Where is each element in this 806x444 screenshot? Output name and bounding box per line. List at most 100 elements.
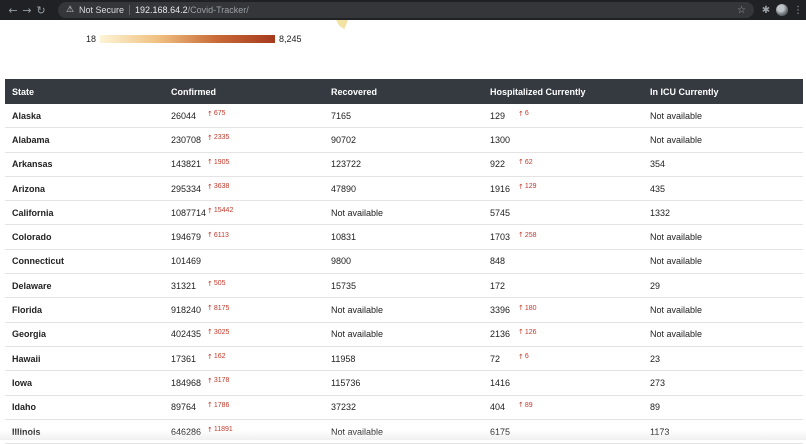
hospitalized-delta: ↑ 129 xyxy=(518,183,537,191)
confirmed-cell: 230708 ↑ 2335 xyxy=(171,134,229,145)
table-row: California 1087714 ↑ 15442 Not available 5745… xyxy=(5,201,803,226)
hospitalized-delta: ↑ 258 xyxy=(518,231,537,239)
confirmed-delta-value: 6113 xyxy=(213,231,229,239)
warning-icon[interactable]: ⚠ xyxy=(65,5,75,15)
hospitalized-cell: 1416 xyxy=(490,378,518,388)
confirmed-delta-value: 2335 xyxy=(213,134,230,142)
hospitalized-delta: ↑ 62 xyxy=(518,158,533,166)
confirmed-delta-value: 505 xyxy=(213,280,226,288)
confirmed-value: 31321 xyxy=(171,280,197,291)
hospitalized-cell: 848 xyxy=(490,256,518,266)
legend-min-label: 18 xyxy=(86,34,97,44)
arrow-up-icon: ↑ xyxy=(518,401,524,410)
arrow-up-icon: ↑ xyxy=(207,182,213,191)
icu-value: 23 xyxy=(650,353,661,364)
map-state-shape[interactable] xyxy=(336,20,348,29)
table-row: Connecticut 101469 9800 848 Not available xyxy=(5,250,803,275)
hospitalized-delta: ↑ 180 xyxy=(518,304,537,312)
recovered-value: Not available xyxy=(331,207,384,218)
state-name: Arizona xyxy=(12,183,46,194)
icu-value: 1332 xyxy=(650,207,671,218)
confirmed-cell: 31321 ↑ 505 xyxy=(171,279,226,291)
table-row: Idaho 89764 ↑ 1786 37232 404 ↑ 89 89 xyxy=(5,396,803,420)
profile-avatar[interactable] xyxy=(776,4,788,16)
arrow-up-icon: ↑ xyxy=(207,158,213,167)
confirmed-delta: ↑ 15442 xyxy=(207,207,233,215)
arrow-up-icon: ↑ xyxy=(207,279,213,288)
hospitalized-delta-value: 6 xyxy=(524,353,529,361)
confirmed-delta-value: 3025 xyxy=(213,328,230,336)
hospitalized-value: 72 xyxy=(490,353,501,364)
confirmed-value: 230708 xyxy=(171,134,202,145)
hospitalized-delta: ↑ 126 xyxy=(518,328,537,336)
arrow-up-icon: ↑ xyxy=(518,231,524,240)
confirmed-cell: 89764 ↑ 1786 xyxy=(171,401,229,412)
state-name: Idaho xyxy=(12,402,36,413)
confirmed-delta: ↑ 3638 xyxy=(207,183,229,191)
hospitalized-delta: ↑ 6 xyxy=(518,110,529,118)
recovered-value: 7165 xyxy=(331,110,352,121)
confirmed-cell: 194679 ↑ 6113 xyxy=(171,231,229,242)
confirmed-value: 26044 xyxy=(171,110,197,121)
hospitalized-value: 1703 xyxy=(490,232,511,243)
confirmed-delta-value: 8175 xyxy=(213,304,230,312)
hospitalized-value: 1300 xyxy=(490,134,511,145)
extensions-icon[interactable]: ✱ xyxy=(761,4,771,16)
table-body: Alaska 26044 ↑ 675 7165 129 ↑ 6 Not available Ala… xyxy=(5,104,803,444)
arrow-up-icon: ↑ xyxy=(207,328,213,337)
hospitalized-value: 404 xyxy=(490,402,506,413)
confirmed-delta-value: 3638 xyxy=(213,183,230,191)
arrow-up-icon: ↑ xyxy=(518,304,524,313)
arrow-up-icon: ↑ xyxy=(207,206,213,215)
hospitalized-delta: ↑ 89 xyxy=(518,401,533,409)
arrow-up-icon: ↑ xyxy=(518,352,524,361)
hospitalized-delta-value: 62 xyxy=(524,158,533,166)
state-name: Florida xyxy=(12,305,43,316)
address-bar[interactable]: ⚠ Not Secure 192.168.64.2/Covid-Tracker/… xyxy=(58,2,754,18)
confirmed-cell: 918240 ↑ 8175 xyxy=(171,304,230,315)
arrow-up-icon: ↑ xyxy=(518,182,524,191)
confirmed-value: 17361 xyxy=(171,353,197,364)
bookmark-star-icon[interactable]: ☆ xyxy=(737,4,746,16)
confirmed-delta-value: 15442 xyxy=(213,207,234,215)
reload-icon[interactable]: ↻ xyxy=(36,3,46,17)
icu-value: Not available xyxy=(650,110,703,121)
menu-icon[interactable]: ⋮ xyxy=(793,4,803,16)
url-path[interactable]: /Covid-Tracker/ xyxy=(187,5,249,15)
confirmed-cell: 143821 ↑ 1905 xyxy=(171,158,229,170)
url-host[interactable]: 192.168.64.2 xyxy=(135,5,188,15)
confirmed-value: 143821 xyxy=(171,159,202,170)
covid-state-table: State Confirmed Recovered Hospitalized C… xyxy=(5,79,803,444)
table-row: Georgia 402435 ↑ 3025 Not available 2136 ↑ 126 N… xyxy=(5,323,803,347)
hospitalized-delta-value: 180 xyxy=(524,304,537,312)
hospitalized-delta-value: 6 xyxy=(524,110,529,118)
back-icon[interactable]: ← xyxy=(8,3,18,17)
hospitalized-delta-value: 126 xyxy=(524,328,537,336)
confirmed-delta-value: 11891 xyxy=(214,426,233,433)
arrow-up-icon: ↑ xyxy=(518,109,524,118)
confirmed-delta: ↑ 2335 xyxy=(207,134,229,142)
forward-icon[interactable]: → xyxy=(22,3,32,17)
confirmed-cell: 184968 ↑ 3178 xyxy=(171,377,229,388)
hospitalized-cell: 2136 ↑ 126 xyxy=(490,328,537,340)
hospitalized-value: 2136 xyxy=(490,329,511,340)
table-header: State Confirmed Recovered Hospitalized C… xyxy=(5,79,803,104)
recovered-value: 90702 xyxy=(331,134,357,145)
confirmed-delta: ↑ 1905 xyxy=(207,158,229,166)
security-label[interactable]: Not Secure xyxy=(79,5,125,15)
hospitalized-value: 172 xyxy=(490,280,506,291)
icu-value: 354 xyxy=(650,159,666,170)
table-row: Hawaii 17361 ↑ 162 11958 72 ↑ 6 23 xyxy=(5,347,803,372)
table-row: Arizona 295334 ↑ 3638 47890 1916 ↑ 129 435 xyxy=(5,177,803,202)
table-row: Florida 918240 ↑ 8175 Not available 3396 ↑ 180 N… xyxy=(5,298,803,323)
arrow-up-icon: ↑ xyxy=(207,133,213,142)
arrow-up-icon: ↑ xyxy=(207,109,213,118)
icu-value: 89 xyxy=(650,402,661,413)
legend-max-label: 8,245 xyxy=(279,34,302,44)
icu-value: 273 xyxy=(650,377,666,388)
state-name: Connecticut xyxy=(12,256,65,267)
hospitalized-cell: 1916 ↑ 129 xyxy=(490,183,537,194)
confirmed-value: 184968 xyxy=(171,377,202,388)
confirmed-delta: ↑ 162 xyxy=(207,353,226,361)
table-row: Delaware 31321 ↑ 505 15735 172 29 xyxy=(5,274,803,299)
